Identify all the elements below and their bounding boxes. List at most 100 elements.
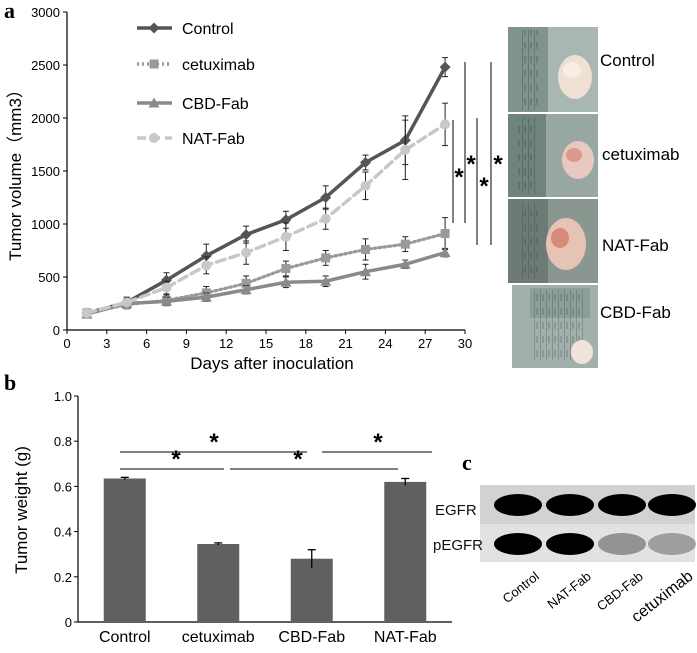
bar-cetuximab <box>197 544 240 622</box>
data-point <box>280 276 292 287</box>
data-point <box>440 229 450 239</box>
data-point <box>81 308 92 319</box>
data-point <box>241 278 251 288</box>
y-tick-label: 1500 <box>31 164 60 179</box>
legend-swatch-marker <box>148 22 160 34</box>
y-tick-label: 1000 <box>31 217 60 232</box>
significance-star: * <box>373 429 383 456</box>
photo-label-cetuximab: cetuximab <box>602 145 679 164</box>
x-category-label: cetuximab <box>182 629 255 646</box>
x-category-label: Control <box>99 629 151 646</box>
significance-brackets-a <box>452 62 492 245</box>
legend-swatch-marker <box>149 133 159 143</box>
chart-legend: Control cetuximab CBD-Fab NAT-Fab <box>137 21 255 148</box>
legend-swatch-marker <box>148 97 160 108</box>
x-tick-label: 9 <box>183 336 190 351</box>
tumor-photo-nat-fab <box>508 199 598 283</box>
data-point <box>439 61 451 73</box>
data-point <box>321 253 331 263</box>
band-egfr-nat-fab <box>546 494 594 516</box>
blot-lane-label: Control <box>500 568 542 606</box>
western-blot: EGFR pEGFR Control NAT-Fab CBD-Fabcetuxima… <box>433 485 697 626</box>
tumor-photo-cetuximab <box>508 114 598 197</box>
data-point <box>320 192 332 203</box>
band-pegfr-control <box>494 533 542 555</box>
tumor-volume-chart: 0 500 1000 1500 2000 2500 3000 0 3 6 9 12 15 18 21 24 2… <box>6 5 503 373</box>
data-point <box>320 275 332 286</box>
data-point <box>200 250 212 262</box>
data-point <box>360 157 371 169</box>
y-axis-title: Tumor weight (g) <box>12 446 31 574</box>
bar-control <box>103 478 146 622</box>
data-point <box>361 244 370 254</box>
data-point <box>121 297 132 308</box>
significance-star: * <box>454 164 464 191</box>
x-tick-label: 24 <box>378 336 392 351</box>
x-tick-label: 0 <box>63 336 70 351</box>
data-point <box>281 264 291 274</box>
y-tick-label: 0.2 <box>54 570 72 585</box>
significance-star: * <box>293 446 303 473</box>
data-point <box>400 239 410 249</box>
band-egfr-control <box>494 494 542 516</box>
x-tick-label: 27 <box>418 336 432 351</box>
significance-star: * <box>466 151 476 178</box>
x-axis-title: Days after inoculation <box>190 354 353 373</box>
band-egfr-cetuximab <box>648 494 696 516</box>
series-line <box>85 250 447 316</box>
y-tick-label: 0 <box>53 323 60 338</box>
x-tick-label: 6 <box>143 336 150 351</box>
bar-nat-fab <box>384 481 427 622</box>
x-tick-label: 21 <box>338 336 352 351</box>
band-pegfr-cbd-fab <box>598 533 646 555</box>
data-point <box>241 247 252 258</box>
legend-swatch-marker <box>149 59 159 69</box>
data-point <box>400 144 411 155</box>
data-point <box>240 284 252 295</box>
x-category-label: CBD-Fab <box>278 629 345 646</box>
x-tick-label: 30 <box>458 336 472 351</box>
y-axis-title: Tumor volume（mm3） <box>6 81 25 261</box>
legend-label-control: Control <box>182 21 234 38</box>
y-tick-label: 2000 <box>31 111 60 126</box>
data-point <box>440 119 451 130</box>
panel-label-c: c <box>462 450 472 475</box>
series-line <box>85 65 447 315</box>
blot-lane-label: NAT-Fab <box>544 569 593 612</box>
significance-star: * <box>171 446 181 473</box>
series-control <box>81 57 451 319</box>
significance-star: * <box>479 173 489 200</box>
tumor-weight-chart: 0 0.2 0.4 0.6 0.8 1.0 Control cetuximab CBD-Fab… <box>12 389 452 646</box>
band-egfr-cbd-fab <box>598 494 646 516</box>
y-tick-label: 0 <box>65 615 72 630</box>
blot-row-label-pegfr: pEGFR <box>433 537 483 554</box>
tumor-photos <box>508 27 598 368</box>
y-tick-label: 0.8 <box>54 434 72 449</box>
significance-star: * <box>493 151 503 178</box>
x-tick-label: 3 <box>103 336 110 351</box>
tumor-photo-control <box>508 27 598 112</box>
bar-cbd-fab <box>290 558 333 622</box>
y-tick-label: 3000 <box>31 5 60 20</box>
blot-row-label-egfr: EGFR <box>435 502 477 519</box>
y-tick-label: 1.0 <box>54 389 72 404</box>
data-point <box>280 231 291 242</box>
data-point <box>161 274 172 286</box>
photo-label-nat-fab: NAT-Fab <box>602 236 669 255</box>
x-category-label: NAT-Fab <box>374 629 437 646</box>
legend-label-nat-fab: NAT-Fab <box>182 131 245 148</box>
series-cbd-fab <box>81 247 451 319</box>
data-point <box>161 295 172 306</box>
data-point <box>201 260 212 271</box>
data-point <box>360 180 371 191</box>
tumor-photo-cbd-fab <box>512 285 598 368</box>
significance-star: * <box>209 429 219 456</box>
y-tick-label: 2500 <box>31 58 60 73</box>
panel-label-b: b <box>4 370 16 395</box>
legend-label-cbd-fab: CBD-Fab <box>182 96 249 113</box>
photo-label-cbd-fab: CBD-Fab <box>600 303 671 322</box>
series-nat-fab <box>81 102 451 319</box>
data-point <box>200 291 212 302</box>
y-tick-label: 0.6 <box>54 479 72 494</box>
